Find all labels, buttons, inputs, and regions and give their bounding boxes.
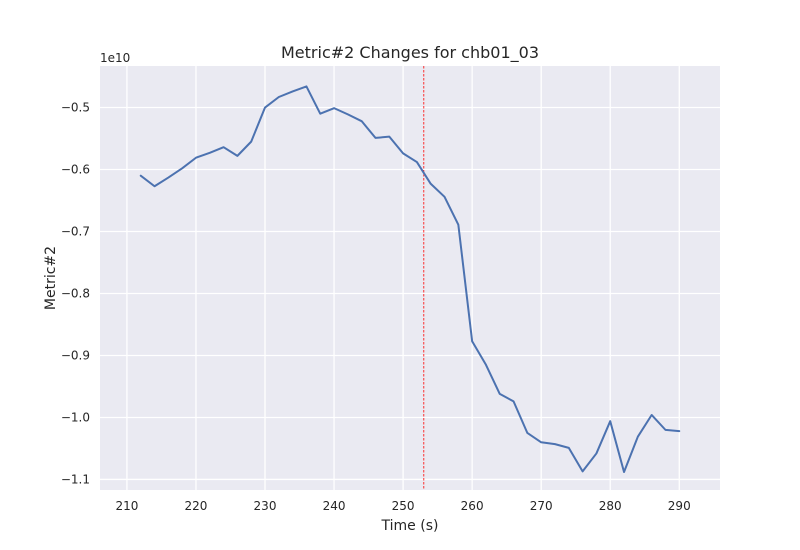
x-tick-label: 260 xyxy=(461,499,484,513)
x-tick-label: 240 xyxy=(323,499,346,513)
x-tick-label: 270 xyxy=(530,499,553,513)
y-axis-offset-label: 1e10 xyxy=(100,51,130,65)
x-tick-label: 280 xyxy=(599,499,622,513)
x-tick-label: 290 xyxy=(668,499,691,513)
grid xyxy=(100,66,720,490)
plot-background xyxy=(100,66,720,490)
x-tick-label: 250 xyxy=(392,499,415,513)
y-tick-label: −0.8 xyxy=(61,286,90,300)
y-tick-label: −0.6 xyxy=(61,163,90,177)
series-group xyxy=(139,85,681,474)
y-tick-label: −0.7 xyxy=(61,225,90,239)
y-axis-label: Metric#2 xyxy=(43,246,59,310)
y-tick-label: −1.1 xyxy=(61,472,90,486)
chart-title: Metric#2 Changes for chb01_03 xyxy=(281,43,539,63)
x-tick-label: 210 xyxy=(115,499,138,513)
x-axis-ticks: 210 220 230 240 250 260 270 280 290 xyxy=(115,499,690,513)
y-axis-ticks: −1.1 −1.0 −0.9 −0.8 −0.7 −0.6 −0.5 xyxy=(61,101,90,487)
x-axis-label: Time (s) xyxy=(381,518,439,534)
x-tick-label: 230 xyxy=(254,499,277,513)
y-tick-label: −1.0 xyxy=(61,410,90,424)
y-tick-label: −0.5 xyxy=(61,101,90,115)
x-tick-label: 220 xyxy=(185,499,208,513)
series-line xyxy=(139,85,681,474)
y-tick-label: −0.9 xyxy=(61,348,90,362)
